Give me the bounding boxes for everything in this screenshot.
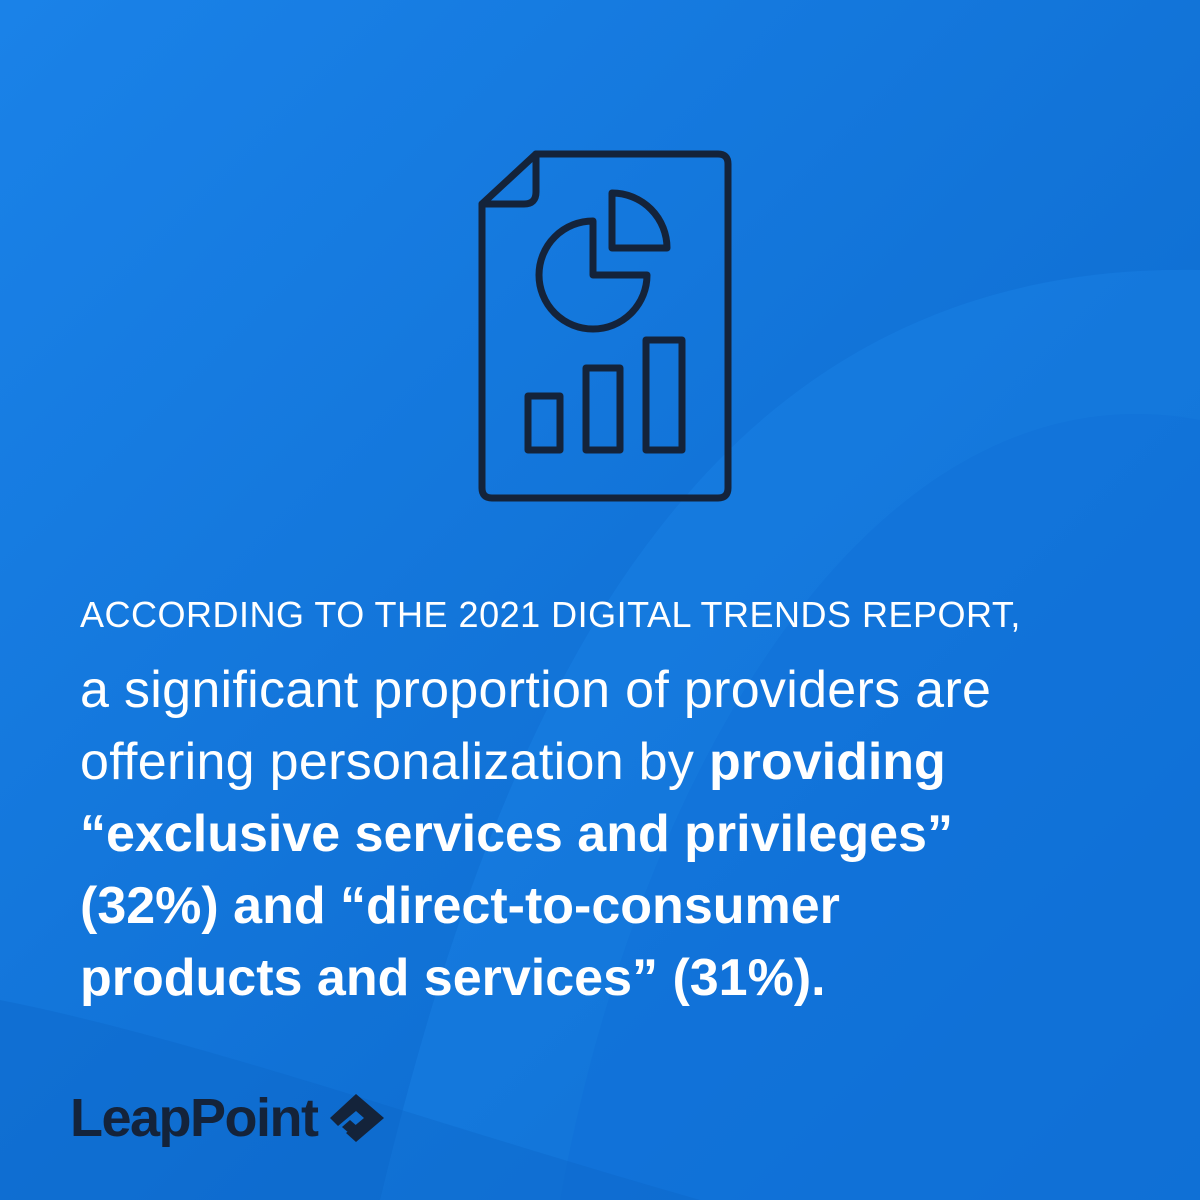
pie-slice-small bbox=[608, 189, 671, 252]
document-outline bbox=[478, 150, 732, 502]
bar-large bbox=[642, 336, 686, 454]
brand-name: LeapPoint bbox=[70, 1088, 319, 1148]
headline-line-2-regular: offering personalization by bbox=[80, 733, 709, 791]
leappoint-diamond-logo-icon bbox=[329, 1094, 384, 1142]
headline-line-5: products and services” (31%). bbox=[80, 949, 826, 1007]
headline-body: a significant proportion of providers ar… bbox=[80, 654, 1190, 1014]
report-kicker: ACCORDING TO THE 2021 DIGITAL TRENDS REP… bbox=[80, 594, 1021, 635]
leappoint-logo: LeapPoint bbox=[70, 1083, 390, 1153]
headline-line-1: a significant proportion of providers ar… bbox=[80, 661, 992, 719]
document-fold bbox=[478, 150, 540, 208]
report-chart-icon bbox=[478, 150, 732, 502]
headline-line-2: offering personalization by providing bbox=[80, 726, 1190, 798]
bar-medium bbox=[582, 364, 624, 454]
headline-line-4: (32%) and “direct-to-consumer bbox=[80, 877, 840, 935]
headline-line-3: “exclusive services and privileges” bbox=[80, 805, 953, 863]
pie-slice-large bbox=[535, 217, 651, 333]
bar-small bbox=[524, 392, 564, 454]
headline-line-2-bold: providing bbox=[708, 733, 946, 791]
